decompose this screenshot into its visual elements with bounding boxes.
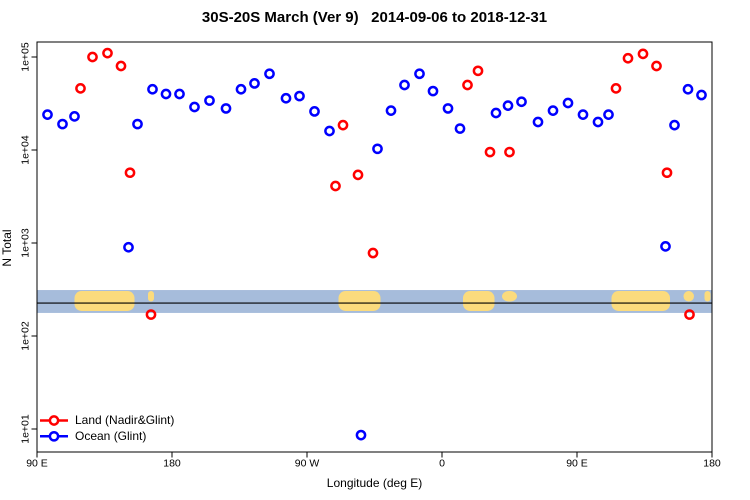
data-point-ocean (682, 83, 694, 95)
data-point-ocean (603, 109, 614, 120)
data-point-ocean (442, 103, 454, 114)
x-tick-label: 90 W (295, 458, 320, 470)
y-tick-label: 1e+02 (20, 321, 32, 351)
data-point-ocean (414, 68, 425, 80)
data-point-land (622, 52, 634, 64)
map-band-land-patch (74, 291, 135, 311)
data-point-ocean (355, 429, 367, 441)
legend-label-ocean: Ocean (Glint) (75, 429, 147, 443)
data-point-land (462, 79, 473, 91)
map-band-land-patch (148, 291, 154, 302)
y-tick-label: 1e+03 (20, 228, 32, 258)
data-point-land (124, 167, 136, 179)
plot-border (36, 41, 713, 453)
data-point-ocean (204, 95, 215, 106)
data-point-ocean (132, 118, 143, 130)
data-point-land (330, 180, 341, 192)
data-point-ocean (57, 118, 68, 130)
data-point-ocean (385, 105, 397, 116)
x-tick-label: 0 (439, 458, 445, 470)
data-point-land (75, 83, 86, 94)
x-tick-label: 180 (163, 458, 181, 470)
x-tick-label: 180 (703, 458, 721, 470)
data-point-ocean (547, 105, 559, 116)
data-point-ocean (427, 85, 439, 97)
data-point-land (115, 60, 127, 72)
map-band-land-patch (338, 291, 381, 311)
data-point-ocean (280, 92, 292, 104)
y-tick-label: 1e+05 (20, 42, 32, 72)
data-point-ocean (189, 101, 200, 113)
legend-marker-ocean (48, 430, 60, 442)
data-point-ocean (69, 111, 80, 122)
data-point-ocean (123, 241, 134, 253)
data-point-land (145, 309, 157, 320)
data-point-ocean (220, 103, 232, 114)
data-point-ocean (309, 106, 320, 117)
data-point-land (484, 146, 496, 158)
data-point-ocean (532, 116, 544, 128)
data-point-ocean (454, 123, 466, 134)
data-point-ocean (516, 96, 527, 108)
map-band-land-patch (611, 291, 670, 311)
legend-label-land: Land (Nadir&Glint) (75, 413, 175, 427)
y-tick-label: 1e+01 (20, 414, 32, 444)
data-point-ocean (160, 88, 172, 100)
data-point-ocean (235, 83, 247, 95)
data-point-ocean (669, 119, 680, 131)
data-point-ocean (399, 79, 410, 91)
data-point-ocean (502, 100, 514, 111)
data-point-ocean (147, 83, 158, 95)
map-band-land-patch (502, 291, 517, 302)
y-tick-label: 1e+04 (20, 135, 32, 165)
data-point-land (661, 167, 673, 179)
data-point-ocean (174, 88, 185, 100)
map-band-land-patch (463, 291, 495, 311)
data-point-ocean (490, 107, 502, 119)
map-band-land-patch (683, 291, 694, 302)
data-point-land (352, 169, 364, 181)
data-point-land (367, 247, 379, 259)
data-point-land (87, 51, 98, 63)
data-point-land (610, 83, 622, 94)
map-band-land-patch (704, 291, 711, 302)
data-point-ocean (264, 68, 275, 80)
data-point-ocean (592, 116, 604, 128)
data-point-ocean (324, 125, 335, 137)
x-tick-label: 90 E (566, 458, 588, 470)
x-tick-label: 90 E (26, 458, 48, 470)
data-point-land (102, 47, 113, 59)
data-point-ocean (660, 241, 671, 252)
data-point-ocean (372, 143, 383, 155)
data-point-ocean (577, 109, 589, 120)
data-point-land (637, 48, 649, 60)
data-point-land (651, 60, 662, 72)
x-axis-title: Longitude (deg E) (326, 476, 423, 490)
chart-title: 30S-20S March (Ver 9) 2014-09-06 to 2018… (201, 9, 548, 26)
data-point-land (684, 309, 695, 320)
data-point-ocean (696, 89, 707, 101)
data-point-ocean (249, 78, 260, 89)
data-point-ocean (42, 109, 53, 120)
data-point-land (472, 65, 484, 77)
legend-marker-land (48, 415, 60, 426)
data-point-land (504, 146, 515, 158)
data-point-land (337, 119, 349, 131)
data-point-ocean (562, 97, 574, 109)
data-point-ocean (294, 90, 305, 102)
